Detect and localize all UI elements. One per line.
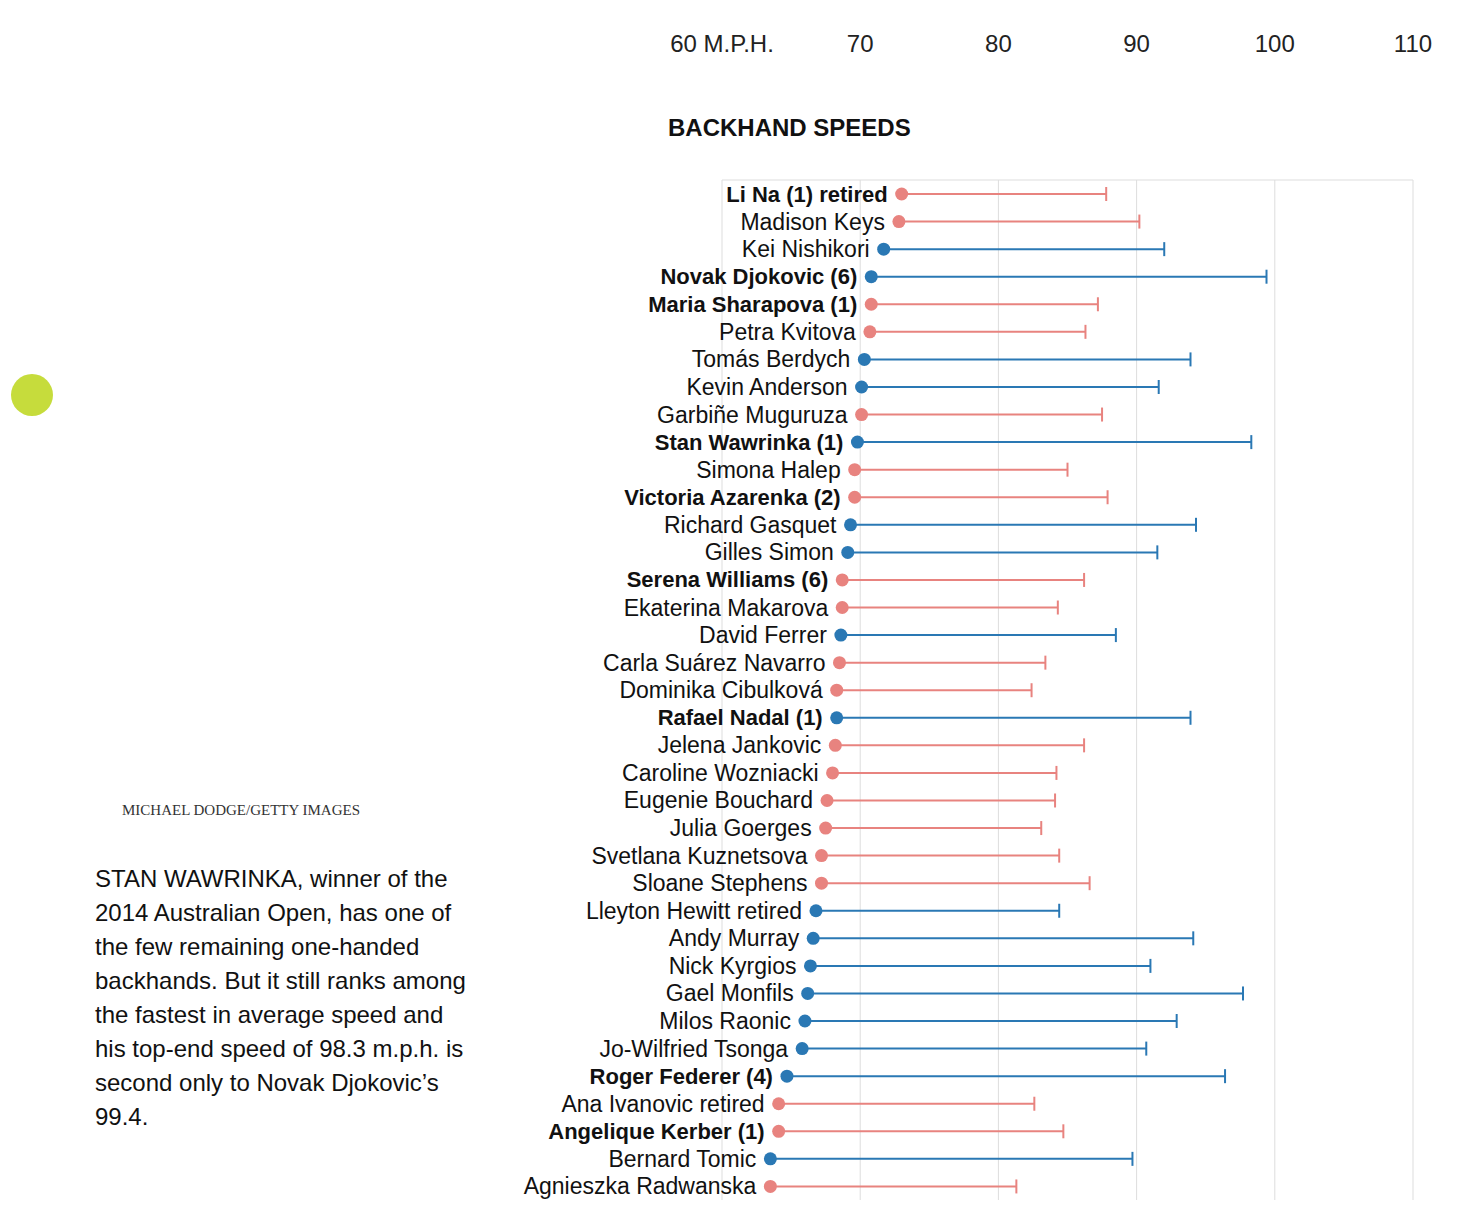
svg-text:Jo-Wilfried Tsonga: Jo-Wilfried Tsonga: [599, 1036, 788, 1062]
html-text:STAN WAWRINKA, winner of the 2: STAN WAWRINKA, winner of the 2014 Austra…: [95, 865, 466, 1130]
svg-text:Garbiñe Muguruza: Garbiñe Muguruza: [657, 402, 848, 428]
svg-text:90: 90: [1123, 30, 1150, 57]
svg-text:Eugenie Bouchard: Eugenie Bouchard: [624, 787, 813, 813]
svg-text:Andy Murray: Andy Murray: [669, 925, 800, 951]
svg-text:Ekaterina Makarova: Ekaterina Makarova: [624, 595, 829, 621]
svg-text:Kevin Anderson: Kevin Anderson: [686, 374, 847, 400]
svg-text:100: 100: [1255, 30, 1295, 57]
svg-text:Simona Halep: Simona Halep: [696, 457, 840, 483]
svg-text:Maria Sharapova (1): Maria Sharapova (1): [648, 292, 857, 317]
svg-text:Li Na (1) retired: Li Na (1) retired: [726, 182, 887, 207]
svg-text:Angelique Kerber (1): Angelique Kerber (1): [548, 1119, 764, 1144]
svg-text:Gilles Simon: Gilles Simon: [705, 539, 834, 565]
svg-text:Tomás Berdych: Tomás Berdych: [692, 346, 851, 372]
svg-text:Svetlana Kuznetsova: Svetlana Kuznetsova: [591, 843, 807, 869]
svg-text:80: 80: [985, 30, 1012, 57]
svg-text:Stan Wawrinka (1): Stan Wawrinka (1): [655, 430, 844, 455]
svg-text:Roger Federer (4): Roger Federer (4): [590, 1064, 773, 1089]
html-text:MICHAEL DODGE/GETTY IMAGES: MICHAEL DODGE/GETTY IMAGES: [122, 802, 360, 818]
svg-text:60 M.P.H.: 60 M.P.H.: [670, 30, 774, 57]
svg-text:Lleyton Hewitt retired: Lleyton Hewitt retired: [586, 898, 802, 924]
html-text:BACKHAND SPEEDS: BACKHAND SPEEDS: [668, 114, 911, 141]
svg-text:Richard Gasquet: Richard Gasquet: [664, 512, 837, 538]
svg-text:Novak Djokovic (6): Novak Djokovic (6): [660, 264, 857, 289]
svg-text:Milos Raonic: Milos Raonic: [659, 1008, 791, 1034]
svg-text:Victoria Azarenka (2): Victoria Azarenka (2): [624, 485, 840, 510]
svg-text:Madison Keys: Madison Keys: [740, 209, 884, 235]
svg-text:Dominika Cibulková: Dominika Cibulková: [619, 677, 822, 703]
svg-text:Caroline Wozniacki: Caroline Wozniacki: [622, 760, 818, 786]
svg-text:Kei Nishikori: Kei Nishikori: [742, 236, 870, 262]
svg-text:Julia Goerges: Julia Goerges: [670, 815, 812, 841]
svg-text:Serena Williams (6): Serena Williams (6): [627, 567, 829, 592]
svg-text:Jelena Jankovic: Jelena Jankovic: [658, 732, 822, 758]
svg-text:Sloane Stephens: Sloane Stephens: [632, 870, 807, 896]
svg-text:David Ferrer: David Ferrer: [699, 622, 827, 648]
svg-text:Nick Kyrgios: Nick Kyrgios: [669, 953, 797, 979]
svg-text:Petra Kvitova: Petra Kvitova: [719, 319, 856, 345]
svg-text:Ana Ivanovic retired: Ana Ivanovic retired: [561, 1091, 764, 1117]
svg-text:110: 110: [1394, 30, 1432, 57]
svg-text:Carla Suárez Navarro: Carla Suárez Navarro: [603, 650, 825, 676]
svg-text:Bernard Tomic: Bernard Tomic: [608, 1146, 756, 1172]
svg-text:70: 70: [847, 30, 874, 57]
svg-text:Gael Monfils: Gael Monfils: [666, 980, 794, 1006]
svg-text:Agnieszka Radwanska: Agnieszka Radwanska: [524, 1173, 757, 1199]
svg-text:Rafael Nadal (1): Rafael Nadal (1): [658, 705, 823, 730]
